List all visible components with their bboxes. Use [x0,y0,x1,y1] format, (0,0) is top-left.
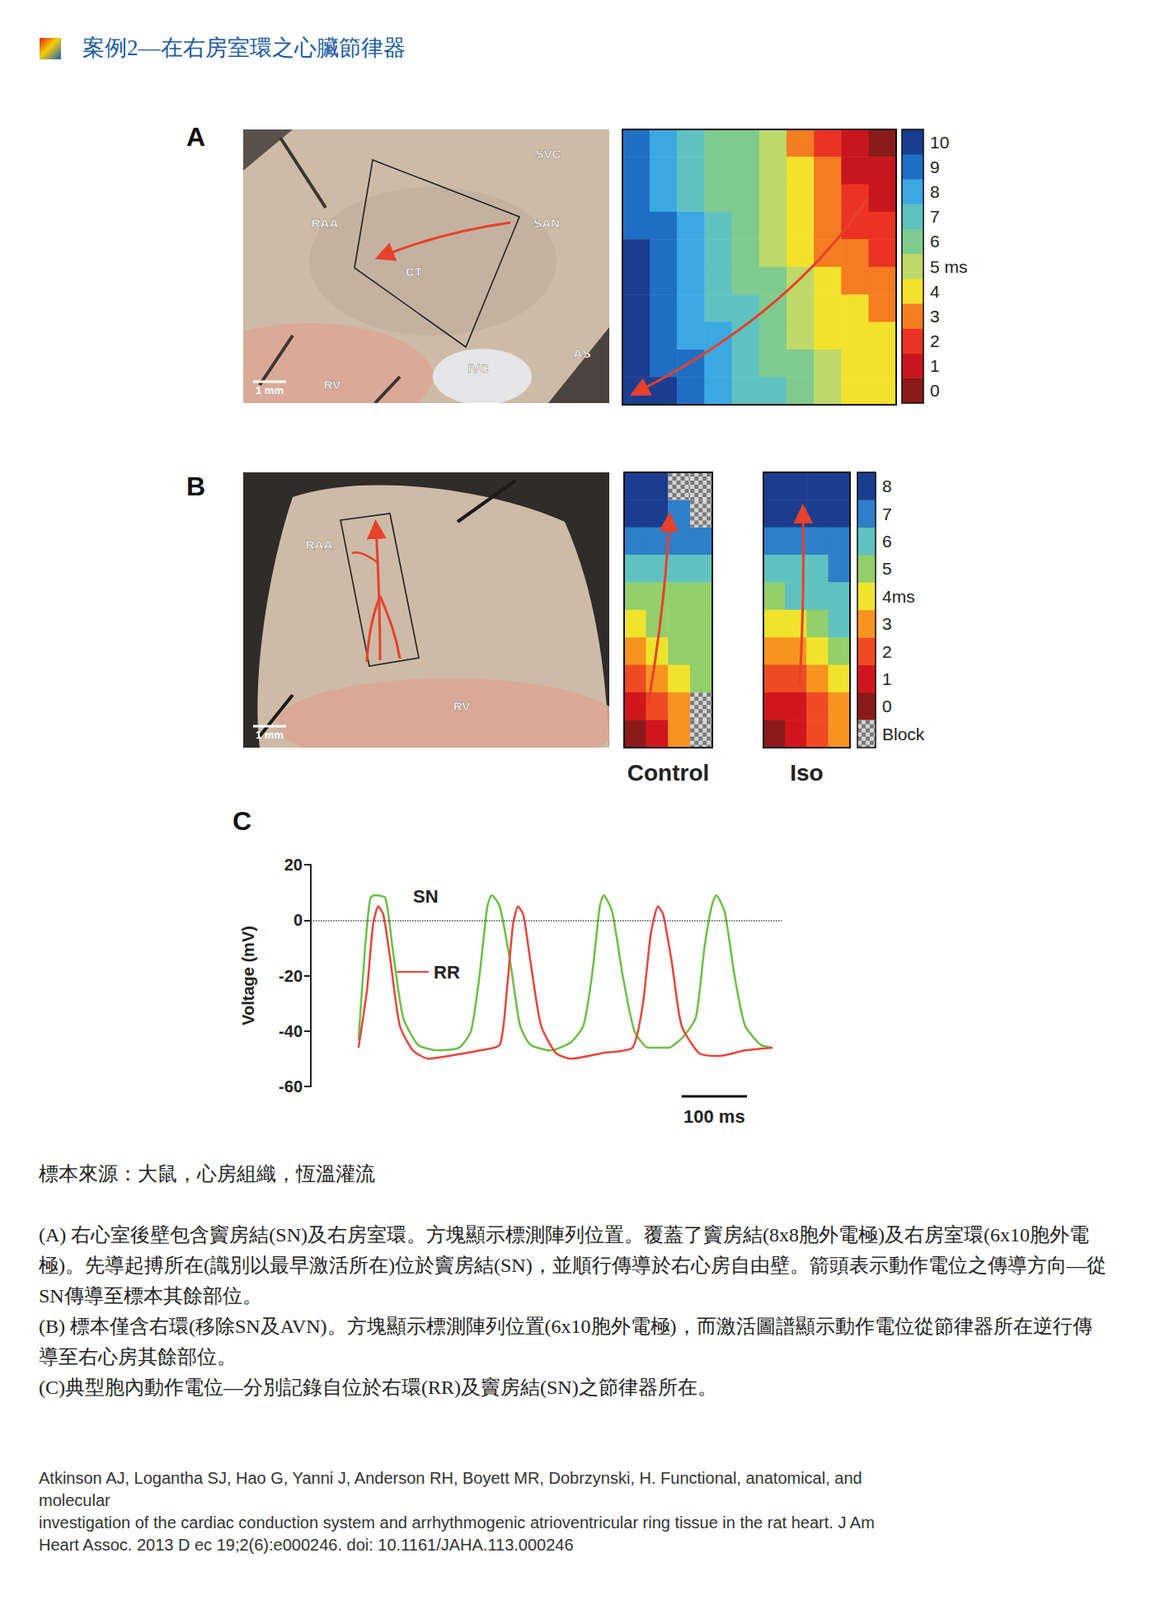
svg-text:8: 8 [929,182,940,202]
svg-text:4ms: 4ms [882,587,916,606]
svg-text:1: 1 [882,669,893,689]
svg-text:SN: SN [413,886,439,907]
svg-text:RR: RR [433,962,461,983]
svg-text:9: 9 [929,157,940,177]
html-text:A: A [186,122,206,152]
svg-text:Iso: Iso [789,760,823,786]
svg-text:RV: RV [453,699,471,714]
svg-text:7: 7 [882,504,893,524]
html-text:molecular: molecular [38,1491,111,1510]
svg-text:1 mm: 1 mm [255,728,284,742]
svg-text:5: 5 [882,558,893,578]
svg-text:RAA: RAA [305,537,334,552]
svg-text:20: 20 [284,855,303,874]
html-text:標本來源：大鼠，心房組織，恆溫灌流: 標本來源：大鼠，心房組織，恆溫灌流 [38,1163,376,1185]
svg-text:7: 7 [929,206,940,226]
svg-text:-20: -20 [278,967,303,986]
svg-text:-40: -40 [278,1022,303,1041]
svg-text:Control: Control [627,760,710,786]
svg-text:0: 0 [882,696,893,716]
svg-text:2: 2 [882,642,893,662]
svg-text:3: 3 [882,614,893,634]
svg-text:1 mm: 1 mm [255,384,284,397]
svg-text:6: 6 [882,531,893,551]
html-text:案例2—在右房室環之心臟節律器: 案例2—在右房室環之心臟節律器 [82,35,406,61]
svg-text:-60: -60 [278,1077,303,1096]
svg-text:1: 1 [929,356,940,376]
svg-text:CT: CT [405,264,423,279]
html-text:Heart Assoc. 2013 D ec 19;2(6): Heart Assoc. 2013 D ec 19;2(6):e000246. … [38,1535,574,1555]
html-text:B: B [186,471,206,502]
svg-text:100 ms: 100 ms [683,1106,746,1128]
html-text:(C)典型胞內動作電位—分別記錄自位於右環(RR)及竇房結(: (C)典型胞內動作電位—分別記錄自位於右環(RR)及竇房結(SN)之節律器所在。 [38,1376,718,1399]
svg-text:Block: Block [882,724,926,744]
svg-text:2: 2 [929,331,940,351]
svg-text:4: 4 [929,281,940,301]
svg-text:RV: RV [324,377,342,392]
svg-text:AS: AS [573,346,592,361]
svg-text:SVC: SVC [535,146,562,161]
html-text:investigation of the cardiac c: investigation of the cardiac conduction … [38,1513,875,1532]
svg-text:8: 8 [882,476,893,496]
svg-text:SAN: SAN [533,216,560,231]
svg-text:5 ms: 5 ms [929,257,968,277]
svg-text:3: 3 [929,306,940,326]
html-text:(A) 右心室後壁包含竇房結(SN)及右房室環。方塊顯示標測: (A) 右心室後壁包含竇房結(SN)及右房室環。方塊顯示標測陣列位置。覆蓋了竇房… [38,1224,1107,1307]
svg-text:RAA: RAA [311,216,339,231]
html-text:Atkinson AJ, Logantha SJ, Hao: Atkinson AJ, Logantha SJ, Hao G, Yanni J… [38,1469,863,1488]
svg-text:0: 0 [293,911,303,930]
svg-text:10: 10 [929,132,949,152]
html-text:C: C [232,806,252,836]
svg-text:6: 6 [929,231,940,251]
svg-text:Voltage (mV): Voltage (mV) [239,925,258,1026]
html-text:(B) 標本僅含右環(移除SN及AVN)。方塊顯示標測陣列位: (B) 標本僅含右環(移除SN及AVN)。方塊顯示標測陣列位置(6x10胞外電極… [38,1315,1092,1368]
svg-text:IVC: IVC [467,361,489,376]
svg-text:0: 0 [929,380,940,400]
